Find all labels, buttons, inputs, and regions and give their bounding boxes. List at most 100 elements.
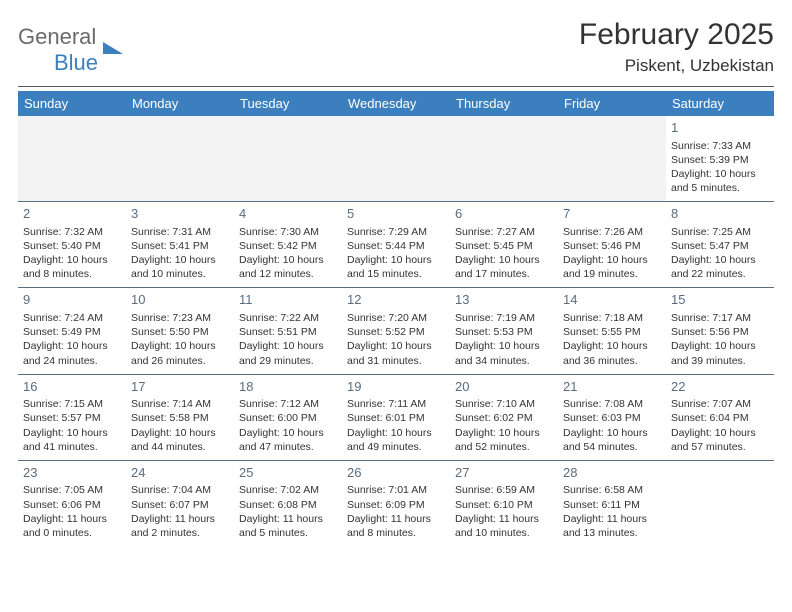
day-number: 27: [455, 464, 553, 482]
sunrise-text: Sunrise: 7:11 AM: [347, 397, 445, 411]
daylight-text-1: Daylight: 10 hours: [239, 426, 337, 440]
empty-cell: [666, 460, 774, 546]
daylight-text-2: and 15 minutes.: [347, 267, 445, 281]
sunset-text: Sunset: 5:55 PM: [563, 325, 661, 339]
day-number: 7: [563, 205, 661, 223]
sunrise-text: Sunrise: 7:08 AM: [563, 397, 661, 411]
weekday-monday: Monday: [126, 91, 234, 116]
sunrise-text: Sunrise: 7:25 AM: [671, 225, 769, 239]
day-number: 15: [671, 291, 769, 309]
day-number: 9: [23, 291, 121, 309]
daylight-text-2: and 10 minutes.: [131, 267, 229, 281]
day-cell-3: 3Sunrise: 7:31 AMSunset: 5:41 PMDaylight…: [126, 201, 234, 287]
logo-triangle-icon: [103, 42, 123, 54]
daylight-text-1: Daylight: 10 hours: [23, 253, 121, 267]
logo-word-2: Blue: [54, 50, 98, 75]
daylight-text-1: Daylight: 10 hours: [455, 253, 553, 267]
day-cell-16: 16Sunrise: 7:15 AMSunset: 5:57 PMDayligh…: [18, 374, 126, 460]
calendar-row-1: 1 Sunrise: 7:33 AM Sunset: 5:39 PM Dayli…: [18, 116, 774, 201]
sunrise-text: Sunrise: 7:26 AM: [563, 225, 661, 239]
day-number: 2: [23, 205, 121, 223]
daylight-text-1: Daylight: 11 hours: [23, 512, 121, 526]
sunset-text: Sunset: 6:03 PM: [563, 411, 661, 425]
sunrise-text: Sunrise: 7:24 AM: [23, 311, 121, 325]
day-number: 10: [131, 291, 229, 309]
title-block: February 2025 Piskent, Uzbekistan: [579, 18, 774, 76]
sunset-text: Sunset: 6:00 PM: [239, 411, 337, 425]
sunset-text: Sunset: 5:44 PM: [347, 239, 445, 253]
daylight-text-2: and 47 minutes.: [239, 440, 337, 454]
sunset-text: Sunset: 5:47 PM: [671, 239, 769, 253]
daylight-text-2: and 34 minutes.: [455, 354, 553, 368]
day-number: 4: [239, 205, 337, 223]
daylight-text-2: and 57 minutes.: [671, 440, 769, 454]
sunset-text: Sunset: 5:40 PM: [23, 239, 121, 253]
calendar-page: General Blue February 2025 Piskent, Uzbe…: [0, 0, 792, 546]
weekday-sunday: Sunday: [18, 91, 126, 116]
day-cell-26: 26Sunrise: 7:01 AMSunset: 6:09 PMDayligh…: [342, 460, 450, 546]
daylight-text-2: and 13 minutes.: [563, 526, 661, 540]
day-cell-8: 8Sunrise: 7:25 AMSunset: 5:47 PMDaylight…: [666, 201, 774, 287]
day-cell-28: 28Sunrise: 6:58 AMSunset: 6:11 PMDayligh…: [558, 460, 666, 546]
daylight-text-1: Daylight: 11 hours: [239, 512, 337, 526]
day-cell-15: 15Sunrise: 7:17 AMSunset: 5:56 PMDayligh…: [666, 287, 774, 373]
day-cell-22: 22Sunrise: 7:07 AMSunset: 6:04 PMDayligh…: [666, 374, 774, 460]
sunset-text: Sunset: 5:49 PM: [23, 325, 121, 339]
day-cell-7: 7Sunrise: 7:26 AMSunset: 5:46 PMDaylight…: [558, 201, 666, 287]
daylight-text-1: Daylight: 10 hours: [23, 426, 121, 440]
logo-word-1: General: [18, 24, 96, 49]
sunset-text: Sunset: 5:51 PM: [239, 325, 337, 339]
day-cell-13: 13Sunrise: 7:19 AMSunset: 5:53 PMDayligh…: [450, 287, 558, 373]
sunset-text: Sunset: 5:45 PM: [455, 239, 553, 253]
day-number: 1: [671, 119, 769, 137]
day-number: 24: [131, 464, 229, 482]
sunrise-text: Sunrise: 7:33 AM: [671, 139, 769, 153]
weekday-tuesday: Tuesday: [234, 91, 342, 116]
day-cell-2: 2Sunrise: 7:32 AMSunset: 5:40 PMDaylight…: [18, 201, 126, 287]
daylight-text-2: and 12 minutes.: [239, 267, 337, 281]
day-cell-25: 25Sunrise: 7:02 AMSunset: 6:08 PMDayligh…: [234, 460, 342, 546]
calendar-row-3: 9Sunrise: 7:24 AMSunset: 5:49 PMDaylight…: [18, 287, 774, 373]
sunrise-text: Sunrise: 7:18 AM: [563, 311, 661, 325]
sunrise-text: Sunrise: 6:58 AM: [563, 483, 661, 497]
sunset-text: Sunset: 5:57 PM: [23, 411, 121, 425]
sunrise-text: Sunrise: 7:14 AM: [131, 397, 229, 411]
daylight-text-1: Daylight: 10 hours: [563, 253, 661, 267]
sunset-text: Sunset: 6:04 PM: [671, 411, 769, 425]
daylight-text-1: Daylight: 10 hours: [671, 339, 769, 353]
daylight-text-2: and 44 minutes.: [131, 440, 229, 454]
day-cell-14: 14Sunrise: 7:18 AMSunset: 5:55 PMDayligh…: [558, 287, 666, 373]
sunrise-text: Sunrise: 7:05 AM: [23, 483, 121, 497]
day-cell-9: 9 Sunrise: 7:24 AMSunset: 5:49 PMDaylight…: [18, 287, 126, 373]
day-cell-10: 10Sunrise: 7:23 AMSunset: 5:50 PMDayligh…: [126, 287, 234, 373]
daylight-text-2: and 39 minutes.: [671, 354, 769, 368]
daylight-text-1: Daylight: 10 hours: [131, 339, 229, 353]
weekday-wednesday: Wednesday: [342, 91, 450, 116]
calendar-row-2: 2Sunrise: 7:32 AMSunset: 5:40 PMDaylight…: [18, 201, 774, 287]
day-cell-12: 12Sunrise: 7:20 AMSunset: 5:52 PMDayligh…: [342, 287, 450, 373]
sunrise-text: Sunrise: 7:22 AM: [239, 311, 337, 325]
daylight-text-1: Daylight: 10 hours: [23, 339, 121, 353]
day-cell-23: 23Sunrise: 7:05 AMSunset: 6:06 PMDayligh…: [18, 460, 126, 546]
daylight-text-2: and 29 minutes.: [239, 354, 337, 368]
sunrise-text: Sunrise: 7:27 AM: [455, 225, 553, 239]
day-cell-17: 17Sunrise: 7:14 AMSunset: 5:58 PMDayligh…: [126, 374, 234, 460]
day-number: 6: [455, 205, 553, 223]
sunset-text: Sunset: 6:07 PM: [131, 498, 229, 512]
day-cell-4: 4Sunrise: 7:30 AMSunset: 5:42 PMDaylight…: [234, 201, 342, 287]
sunrise-text: Sunrise: 7:07 AM: [671, 397, 769, 411]
header-rule: [18, 86, 774, 87]
sunset-text: Sunset: 6:11 PM: [563, 498, 661, 512]
day-number: 13: [455, 291, 553, 309]
blank-cells: [18, 116, 666, 201]
daylight-text-2: and 19 minutes.: [563, 267, 661, 281]
calendar-row-4: 16Sunrise: 7:15 AMSunset: 5:57 PMDayligh…: [18, 374, 774, 460]
daylight-text-2: and 49 minutes.: [347, 440, 445, 454]
sunrise-text: Sunrise: 7:12 AM: [239, 397, 337, 411]
day-cell-11: 11Sunrise: 7:22 AMSunset: 5:51 PMDayligh…: [234, 287, 342, 373]
logo: General Blue: [18, 18, 123, 76]
day-number: 23: [23, 464, 121, 482]
sunset-text: Sunset: 5:39 PM: [671, 153, 769, 167]
sunset-text: Sunset: 5:42 PM: [239, 239, 337, 253]
day-number: 22: [671, 378, 769, 396]
